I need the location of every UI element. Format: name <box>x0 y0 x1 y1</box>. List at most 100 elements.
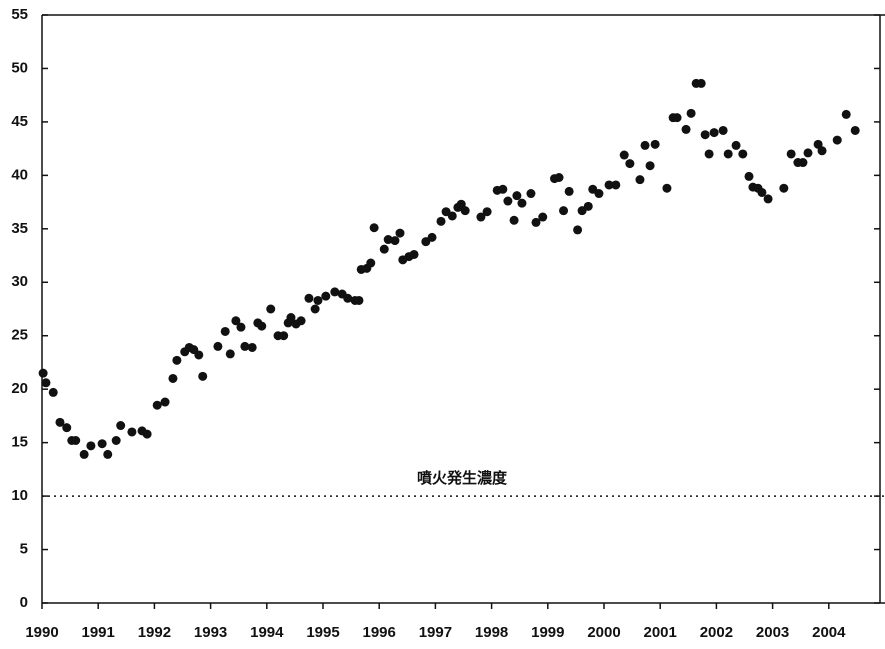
x-tick-label: 1998 <box>475 624 508 641</box>
point <box>738 149 748 159</box>
point <box>604 180 614 190</box>
point <box>395 228 405 238</box>
point <box>172 355 182 365</box>
point <box>79 449 89 459</box>
x-tick-label: 1992 <box>138 624 171 641</box>
point <box>194 350 204 360</box>
point <box>366 258 376 268</box>
x-tick-label: 1994 <box>250 624 284 641</box>
point <box>531 217 541 227</box>
point <box>817 146 827 156</box>
point <box>41 378 51 388</box>
point <box>86 441 96 451</box>
point <box>460 206 470 216</box>
point <box>142 429 152 439</box>
point <box>213 341 223 351</box>
point <box>538 212 548 222</box>
x-tick-label: 1996 <box>363 624 396 641</box>
point <box>744 171 754 181</box>
point <box>447 211 457 221</box>
point <box>313 295 323 305</box>
point <box>296 316 306 326</box>
point <box>512 191 522 201</box>
point <box>198 371 208 381</box>
point <box>662 183 672 193</box>
x-tick-label: 1999 <box>531 624 564 641</box>
y-tick-label: 50 <box>11 59 28 76</box>
point <box>763 194 773 204</box>
y-tick-label: 0 <box>20 594 28 611</box>
y-tick-label: 30 <box>11 273 28 290</box>
point <box>48 387 58 397</box>
point <box>343 293 353 303</box>
point <box>152 400 162 410</box>
point <box>619 150 629 160</box>
point <box>498 184 508 194</box>
point <box>476 212 486 222</box>
point <box>127 427 137 437</box>
point <box>279 331 289 341</box>
y-tick-label: 15 <box>11 434 28 451</box>
x-tick-label: 1993 <box>194 624 227 641</box>
point <box>573 225 583 235</box>
point <box>681 124 691 134</box>
y-tick-label: 25 <box>11 327 28 344</box>
x-tick-label: 2000 <box>587 624 620 641</box>
point <box>310 304 320 314</box>
point <box>304 293 314 303</box>
point <box>409 249 419 259</box>
point <box>62 423 72 433</box>
point <box>611 180 621 190</box>
y-tick-label: 35 <box>11 220 28 237</box>
point <box>247 342 257 352</box>
y-tick-label: 45 <box>11 113 28 130</box>
point <box>786 149 796 159</box>
point <box>645 161 655 171</box>
point <box>225 349 235 359</box>
point <box>354 295 364 305</box>
point <box>38 368 48 378</box>
point <box>236 322 246 332</box>
point <box>427 232 437 242</box>
point <box>103 449 113 459</box>
point <box>116 421 126 431</box>
point <box>594 189 604 199</box>
y-tick-label: 20 <box>11 380 28 397</box>
point <box>369 223 379 233</box>
point <box>240 341 250 351</box>
threshold-label: 噴火発生濃度 <box>417 469 508 487</box>
point <box>832 135 842 145</box>
point <box>509 215 519 225</box>
point <box>686 108 696 118</box>
x-tick-label: 1997 <box>419 624 452 641</box>
point <box>731 140 741 150</box>
point <box>841 109 851 119</box>
point <box>390 236 400 246</box>
point <box>160 397 170 407</box>
point <box>330 287 340 297</box>
point <box>559 206 569 216</box>
point <box>286 313 296 323</box>
point <box>266 304 276 314</box>
x-tick-label: 2002 <box>700 624 733 641</box>
point <box>554 173 564 183</box>
point <box>71 435 81 445</box>
point <box>564 186 574 196</box>
x-tick-label: 1991 <box>82 624 115 641</box>
y-tick-label: 40 <box>11 166 28 183</box>
y-tick-label: 5 <box>20 541 28 558</box>
point <box>672 113 682 123</box>
y-tick-label: 55 <box>11 6 28 23</box>
point <box>640 140 650 150</box>
x-tick-label: 2003 <box>756 624 789 641</box>
point <box>482 207 492 217</box>
point <box>723 149 733 159</box>
x-tick-label: 2001 <box>644 624 677 641</box>
point <box>321 291 331 301</box>
point <box>798 158 808 168</box>
point <box>436 216 446 226</box>
point <box>168 373 178 383</box>
point <box>696 78 706 88</box>
point <box>650 139 660 149</box>
